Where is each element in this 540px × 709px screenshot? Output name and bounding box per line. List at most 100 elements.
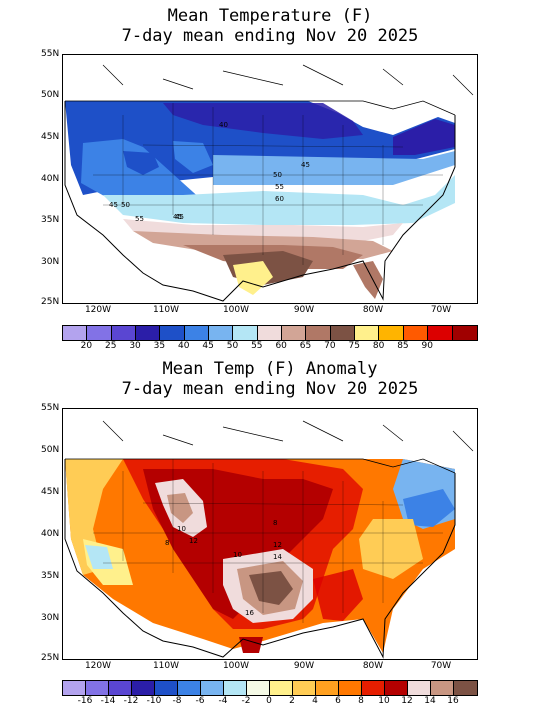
- top-colorbar-label: 30: [129, 341, 141, 351]
- top-contour-label: 60: [275, 195, 284, 203]
- lat-label: 25N: [41, 297, 60, 307]
- top-colorbar-label: 70: [324, 341, 336, 351]
- bottom-colorbar-label: -2: [241, 696, 251, 706]
- bottom-colorbar-label: 8: [358, 696, 364, 706]
- bottom-colorbar-swatch: [362, 681, 385, 695]
- bottom-colorbar-swatch: [86, 681, 109, 695]
- top-colorbar-label: 40: [178, 341, 190, 351]
- top-colorbar-swatch: [160, 326, 185, 340]
- lat-label: 45N: [41, 132, 60, 142]
- top-colorbar-swatch: [257, 326, 283, 340]
- bottom-colorbar-label: 0: [266, 696, 272, 706]
- bottom-contour-label: 14: [273, 553, 282, 561]
- bottom-colorbar-label: 10: [378, 696, 390, 706]
- lat-label: 30N: [41, 613, 60, 623]
- top-contour-label: 55: [135, 215, 144, 223]
- lon-label: 80W: [362, 305, 384, 315]
- top-colorbar-swatch: [428, 326, 453, 340]
- lat-label: 55N: [41, 49, 60, 59]
- top-colorbar-swatch: [111, 326, 137, 340]
- lat-label: 30N: [41, 257, 60, 267]
- top-colorbar-label: 80: [372, 341, 385, 351]
- bottom-contour-label: 12: [189, 537, 198, 545]
- top-map: 40 45 45 50 55 60 45 50 55 45: [62, 54, 478, 304]
- lon-label: 100W: [222, 305, 250, 315]
- lat-label: 25N: [41, 653, 60, 663]
- lon-label: 70W: [430, 305, 452, 315]
- bottom-colorbar-swatch: [155, 681, 178, 695]
- bottom-colorbar-swatch: [224, 681, 247, 695]
- top-colorbar-swatch: [379, 326, 404, 340]
- bottom-contour-label: 12: [273, 541, 282, 549]
- bottom-colorbar-label: 14: [424, 696, 436, 706]
- top-colorbar-label: 45: [202, 341, 214, 351]
- top-colorbar-swatch: [330, 326, 356, 340]
- lon-label: 110W: [152, 305, 180, 315]
- lon-label: 110W: [152, 661, 180, 671]
- bottom-colorbar-swatch: [109, 681, 132, 695]
- lat-label: 55N: [41, 403, 60, 413]
- top-colorbar-swatch: [233, 326, 258, 340]
- bottom-colorbar-label: 4: [312, 696, 318, 706]
- top-colorbar-swatch: [306, 326, 331, 340]
- bottom-colorbar-swatch: [316, 681, 339, 695]
- bottom-colorbar-swatch: [454, 681, 477, 695]
- bottom-colorbar-swatch: [63, 681, 86, 695]
- top-colorbar-swatch: [209, 326, 234, 340]
- bottom-colorbar-label: -10: [146, 696, 162, 706]
- bottom-colorbar-swatch: [178, 681, 201, 695]
- top-colorbar-label: 60: [275, 341, 287, 351]
- bottom-colorbar-label: 16: [447, 696, 459, 706]
- bottom-colorbar-swatch: [385, 681, 408, 695]
- lon-label: 100W: [222, 661, 250, 671]
- top-colorbar-swatch: [403, 326, 429, 340]
- bottom-colorbar-label: -16: [77, 696, 93, 706]
- bottom-contour-label: 8: [273, 519, 277, 527]
- bottom-colorbar-label: -8: [172, 696, 182, 706]
- top-map-svg: 40 45 45 50 55 60 45 50 55 45: [64, 64, 474, 302]
- bottom-colorbar-label: -14: [100, 696, 116, 706]
- bottom-colorbar-label: -4: [218, 696, 228, 706]
- top-colorbar-swatch: [63, 326, 88, 340]
- top-colorbar-swatch: [87, 326, 112, 340]
- bottom-colorbar-swatch: [201, 681, 224, 695]
- bottom-colorbar-label: -6: [195, 696, 205, 706]
- top-contour-label: 45: [175, 213, 184, 221]
- top-contour-label: 45: [109, 201, 118, 209]
- top-title-line2: 7-day mean ending Nov 20 2025: [121, 26, 419, 46]
- top-colorbar-label: 55: [251, 341, 263, 351]
- top-colorbar-label: 75: [348, 341, 360, 351]
- top-colorbar-label: 90: [421, 341, 433, 351]
- bottom-colorbar-swatch: [132, 681, 155, 695]
- top-colorbar-label: 35: [153, 341, 166, 351]
- top-colorbar-label: 50: [226, 341, 239, 351]
- bottom-colorbar-label: 12: [401, 696, 413, 706]
- lon-label: 120W: [84, 661, 112, 671]
- lat-label: 50N: [41, 445, 60, 455]
- bottom-colorbar-label: 6: [335, 696, 341, 706]
- bottom-contour-label: 16: [245, 609, 254, 617]
- lat-label: 35N: [41, 215, 60, 225]
- top-contour-label: 50: [121, 201, 130, 209]
- bottom-colorbar: [62, 680, 478, 696]
- top-contour-label: 45: [301, 161, 310, 169]
- lat-label: 40N: [41, 174, 60, 184]
- top-contour-label: 45: [173, 213, 182, 221]
- top-colorbar-label: 25: [104, 341, 117, 351]
- top-contour-label: 50: [273, 171, 282, 179]
- bottom-colorbar-swatch: [293, 681, 316, 695]
- lon-label: 120W: [84, 305, 112, 315]
- bottom-colorbar-label: 2: [289, 696, 295, 706]
- bottom-colorbar-label: -12: [123, 696, 139, 706]
- top-colorbar-swatch: [282, 326, 307, 340]
- bottom-contour-label: 8: [165, 539, 169, 547]
- top-colorbar-swatch: [452, 326, 477, 340]
- lat-label: 45N: [41, 487, 60, 497]
- bottom-map-svg: 10 8 12 8 10 12 14 16: [64, 420, 474, 659]
- lat-label: 50N: [41, 90, 60, 100]
- bottom-colorbar-swatch: [270, 681, 293, 695]
- lon-label: 90W: [293, 661, 315, 671]
- bottom-contour-label: 10: [233, 551, 242, 559]
- top-colorbar-label: 20: [80, 341, 93, 351]
- lon-label: 90W: [293, 305, 315, 315]
